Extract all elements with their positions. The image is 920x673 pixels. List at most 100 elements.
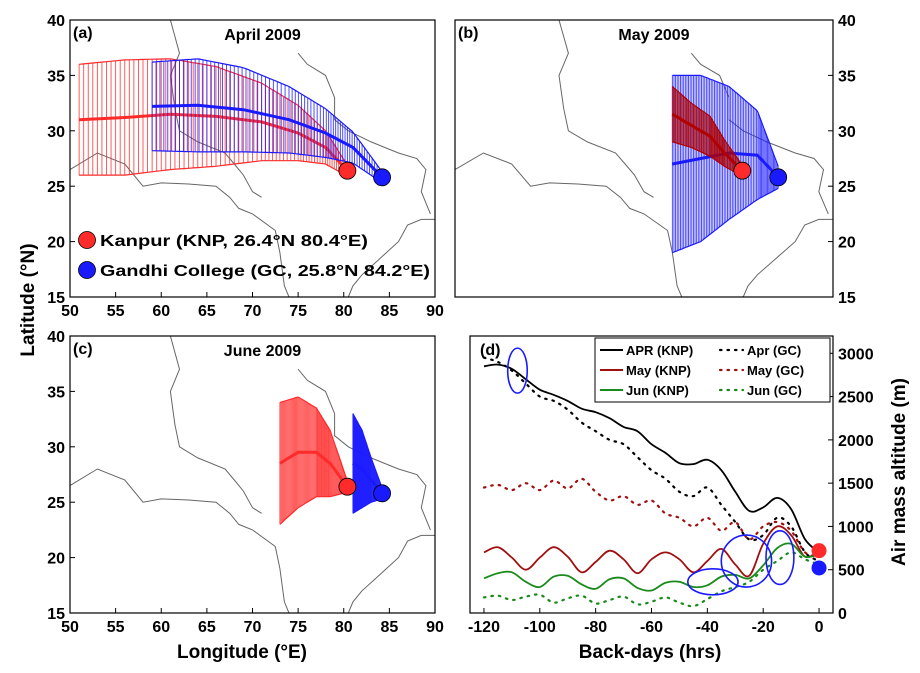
spread-top bbox=[672, 74, 779, 167]
coastline-2 bbox=[558, 19, 654, 198]
d-x-axis-label: Back-days (hrs) bbox=[579, 642, 722, 663]
site-marker-0 bbox=[811, 543, 827, 559]
y-tick-label: 40 bbox=[838, 13, 856, 30]
panel-title: April 2009 bbox=[224, 27, 301, 44]
legend-label-0: Kanpur (KNP, 26.4°N 80.4°E) bbox=[100, 233, 368, 250]
y-tick-label: 3000 bbox=[838, 346, 874, 363]
x-tick-label: 65 bbox=[198, 303, 216, 320]
x-tick-label: 90 bbox=[426, 619, 444, 636]
y-tick-label: 30 bbox=[47, 124, 65, 141]
panel-label: (c) bbox=[73, 341, 93, 358]
y-tick-label: 2000 bbox=[838, 433, 874, 450]
y-tick-label: 1500 bbox=[838, 476, 874, 493]
spread-top bbox=[352, 413, 383, 489]
panel-label: (d) bbox=[480, 342, 500, 359]
panel-label: (b) bbox=[458, 25, 478, 42]
highlight-ellipse-2 bbox=[765, 529, 795, 586]
legend-label-4: Jun (KNP) bbox=[626, 383, 689, 398]
y-tick-label: 30 bbox=[838, 124, 856, 141]
trajectory-1 bbox=[352, 413, 384, 514]
y-tick-label: 20 bbox=[47, 235, 65, 252]
coastline-0 bbox=[69, 468, 290, 614]
panel-title: May 2009 bbox=[618, 27, 689, 44]
legend-label-1: Apr (GC) bbox=[747, 343, 801, 358]
y-tick-label: 30 bbox=[47, 440, 65, 457]
spread-top bbox=[79, 58, 348, 166]
highlight-ellipse-3 bbox=[686, 568, 739, 596]
series-line-1 bbox=[482, 356, 821, 563]
coastline-0 bbox=[454, 152, 683, 298]
panel-c: 50 55 60 65 70 75 80 85 90 15 20 25 30 35 40 (c) June 20… bbox=[47, 329, 444, 636]
plot-frame bbox=[69, 335, 436, 614]
legend-box bbox=[594, 337, 831, 403]
y-tick-label: 15 bbox=[838, 290, 856, 307]
spread-top bbox=[671, 86, 743, 166]
coastline-1 bbox=[347, 218, 435, 298]
trajectory-1 bbox=[671, 86, 744, 177]
series-line-2 bbox=[483, 525, 820, 578]
mean-trajectory bbox=[279, 450, 349, 488]
y-tick-label: 25 bbox=[47, 495, 65, 512]
site-marker-1 bbox=[811, 560, 827, 576]
coastline-0 bbox=[69, 152, 290, 298]
y-tick-label: 20 bbox=[838, 235, 856, 252]
x-tick-label: 75 bbox=[289, 303, 307, 320]
x-tick-label: 70 bbox=[244, 619, 262, 636]
plot-frame bbox=[454, 19, 834, 298]
legend-label-1: Gandhi College (GC, 25.8°N 84.2°E) bbox=[100, 263, 430, 280]
x-tick-label: -40 bbox=[696, 619, 719, 636]
y-tick-label: 500 bbox=[838, 563, 865, 580]
series-line-0 bbox=[483, 363, 820, 554]
y-tick-label: 40 bbox=[47, 329, 65, 346]
panel-title: June 2009 bbox=[224, 343, 301, 360]
highlight-ellipse-1 bbox=[720, 534, 773, 588]
y-tick-label: 1000 bbox=[838, 519, 874, 536]
x-tick-label: 60 bbox=[152, 619, 170, 636]
panel-d: -120 -100 -80 -60 -40 -20 00 500 1000 1500 2000 250… bbox=[468, 335, 874, 636]
y-tick-label: 25 bbox=[838, 179, 856, 196]
x-tick-label: 85 bbox=[380, 619, 398, 636]
spread-top bbox=[152, 58, 383, 173]
y-tick-label: 15 bbox=[47, 606, 65, 623]
x-tick-label: 65 bbox=[198, 619, 216, 636]
site-marker-0 bbox=[338, 161, 357, 180]
spread-bottom bbox=[672, 187, 779, 254]
y-tick-label: 35 bbox=[47, 68, 65, 85]
x-tick-label: -60 bbox=[640, 619, 663, 636]
highlight-ellipse-0 bbox=[506, 347, 529, 394]
x-tick-label: 0 bbox=[815, 619, 824, 636]
panel-label: (a) bbox=[73, 25, 93, 42]
legend-marker-1 bbox=[78, 261, 96, 279]
y-axis-label: Latitude (°N) bbox=[18, 243, 39, 356]
mean-trajectory bbox=[79, 112, 349, 172]
x-tick-label: 90 bbox=[426, 303, 444, 320]
x-tick-label: 55 bbox=[107, 619, 125, 636]
spread-bottom bbox=[672, 141, 743, 177]
y-tick-label: 20 bbox=[47, 551, 65, 568]
x-tick-label: 80 bbox=[335, 303, 353, 320]
site-marker-1 bbox=[373, 484, 391, 503]
series-line-4 bbox=[483, 542, 820, 592]
legend-label-2: May (KNP) bbox=[626, 363, 691, 378]
y-tick-label: 15 bbox=[47, 290, 65, 307]
y-tick-label: 35 bbox=[47, 384, 65, 401]
coastline-2 bbox=[169, 335, 262, 514]
mean-trajectory bbox=[152, 103, 384, 179]
site-marker-0 bbox=[338, 477, 357, 496]
coastline-3 bbox=[297, 52, 431, 215]
site-marker-0 bbox=[733, 161, 752, 180]
series-line-5 bbox=[482, 551, 821, 608]
legend-label-3: May (GC) bbox=[747, 363, 804, 378]
d-y-axis-label: Air mass altitude (m) bbox=[889, 378, 910, 566]
x-tick-label: -120 bbox=[468, 619, 500, 636]
y-tick-label: 35 bbox=[838, 68, 856, 85]
trajectory-0 bbox=[279, 396, 349, 525]
x-tick-label: -100 bbox=[524, 619, 556, 636]
legend-label-5: Jun (GC) bbox=[747, 383, 802, 398]
panel-a: 50 55 60 65 70 75 80 85 90 15 20 25 30 35 40 (a) April 2… bbox=[47, 13, 444, 320]
y-tick-label: 0 bbox=[838, 606, 847, 623]
trajectory-1 bbox=[151, 58, 384, 184]
y-tick-label: 2500 bbox=[838, 390, 874, 407]
y-tick-label: 40 bbox=[47, 13, 65, 30]
